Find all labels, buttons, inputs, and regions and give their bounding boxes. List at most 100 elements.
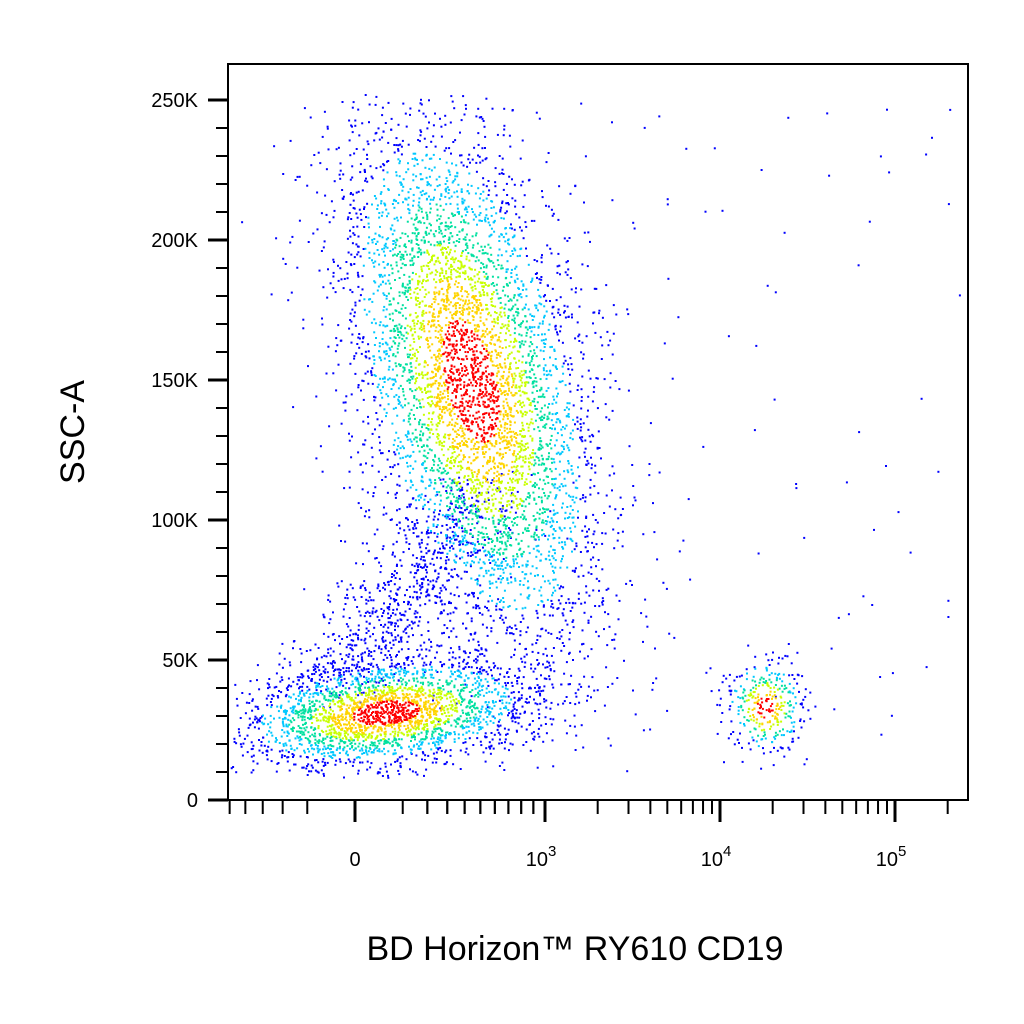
event-dot: [291, 729, 294, 732]
event-dot: [368, 622, 371, 625]
event-dot: [420, 479, 423, 482]
event-dot: [254, 715, 257, 718]
event-dot: [378, 235, 381, 238]
event-dot: [358, 337, 361, 340]
event-dot: [534, 304, 537, 307]
event-dot: [539, 378, 542, 381]
event-dot: [428, 222, 431, 225]
event-dot: [460, 540, 463, 543]
event-dot: [289, 707, 292, 710]
event-dot: [427, 452, 430, 455]
event-dot: [554, 552, 556, 555]
event-dot: [286, 689, 289, 691]
event-dot: [363, 675, 365, 678]
event-dot: [356, 271, 359, 274]
event-dot: [395, 655, 397, 658]
event-dot: [359, 614, 362, 617]
event-dot: [412, 585, 415, 588]
event-dot: [581, 263, 584, 266]
event-dot: [390, 665, 393, 668]
event-dot: [416, 743, 418, 746]
event-dot: [355, 243, 358, 246]
event-dot: [420, 738, 423, 741]
event-dot: [351, 435, 353, 438]
event-dot: [407, 168, 410, 171]
event-dot: [589, 440, 592, 443]
event-dot: [427, 754, 430, 757]
event-dot: [587, 619, 590, 622]
event-dot: [430, 673, 433, 676]
event-dot: [502, 568, 505, 571]
event-dot: [425, 532, 428, 535]
event-dot: [408, 209, 411, 212]
event-dot: [716, 732, 719, 735]
event-dot: [586, 550, 589, 553]
event-dot: [604, 611, 606, 614]
event-dot: [474, 192, 477, 195]
event-dot: [504, 543, 507, 546]
event-dot: [454, 214, 456, 217]
event-dot: [375, 412, 378, 414]
event-dot: [586, 530, 588, 533]
event-dot: [531, 326, 534, 329]
event-dot: [771, 658, 774, 661]
event-dot: [525, 697, 528, 700]
event-dot: [481, 669, 484, 672]
event-dot: [789, 700, 791, 703]
event-dot: [420, 98, 422, 101]
event-dot: [251, 698, 254, 701]
event-dot: [508, 134, 511, 137]
event-dot: [268, 678, 271, 680]
event-dot: [349, 229, 351, 232]
event-dot: [289, 241, 292, 244]
event-dot: [315, 665, 317, 668]
event-dot: [367, 382, 370, 385]
event-dot: [361, 488, 364, 491]
event-dot: [532, 354, 534, 357]
event-dot: [398, 673, 401, 676]
event-dot: [583, 201, 585, 204]
event-dot: [460, 119, 463, 122]
event-dot: [563, 448, 565, 451]
event-dot: [439, 158, 441, 160]
event-dot: [536, 766, 539, 769]
event-dot: [373, 252, 376, 255]
event-dot: [386, 656, 389, 659]
event-dot: [296, 735, 299, 738]
event-dot: [482, 684, 485, 687]
event-dot: [575, 479, 578, 482]
event-dot: [545, 523, 548, 526]
event-dot: [374, 747, 377, 750]
event-dot: [501, 542, 504, 545]
event-dot: [439, 222, 442, 225]
event-dot: [402, 630, 405, 633]
event-dot: [743, 724, 746, 727]
event-dot: [411, 673, 414, 676]
event-dot: [464, 544, 467, 547]
event-dot: [487, 701, 490, 704]
event-dot: [518, 216, 521, 219]
event-dot: [682, 539, 685, 542]
event-dot: [487, 550, 490, 553]
event-dot: [408, 679, 411, 682]
event-dot: [456, 203, 459, 206]
event-dot: [595, 565, 597, 568]
event-dot: [596, 377, 599, 380]
event-dot: [316, 747, 319, 750]
event-dot: [407, 420, 410, 423]
event-dot: [332, 670, 335, 673]
event-dot: [482, 183, 485, 186]
event-dot: [381, 236, 384, 239]
event-dot: [401, 456, 404, 459]
event-dot: [465, 531, 468, 534]
event-dot: [447, 509, 450, 512]
event-dot: [453, 526, 455, 529]
event-dot: [554, 566, 557, 569]
event-dot: [432, 741, 435, 744]
event-dot: [445, 497, 448, 500]
event-dot: [571, 438, 574, 441]
event-dot: [445, 490, 448, 492]
event-dot: [390, 614, 392, 617]
event-dot: [481, 147, 484, 150]
event-dot: [400, 613, 403, 616]
